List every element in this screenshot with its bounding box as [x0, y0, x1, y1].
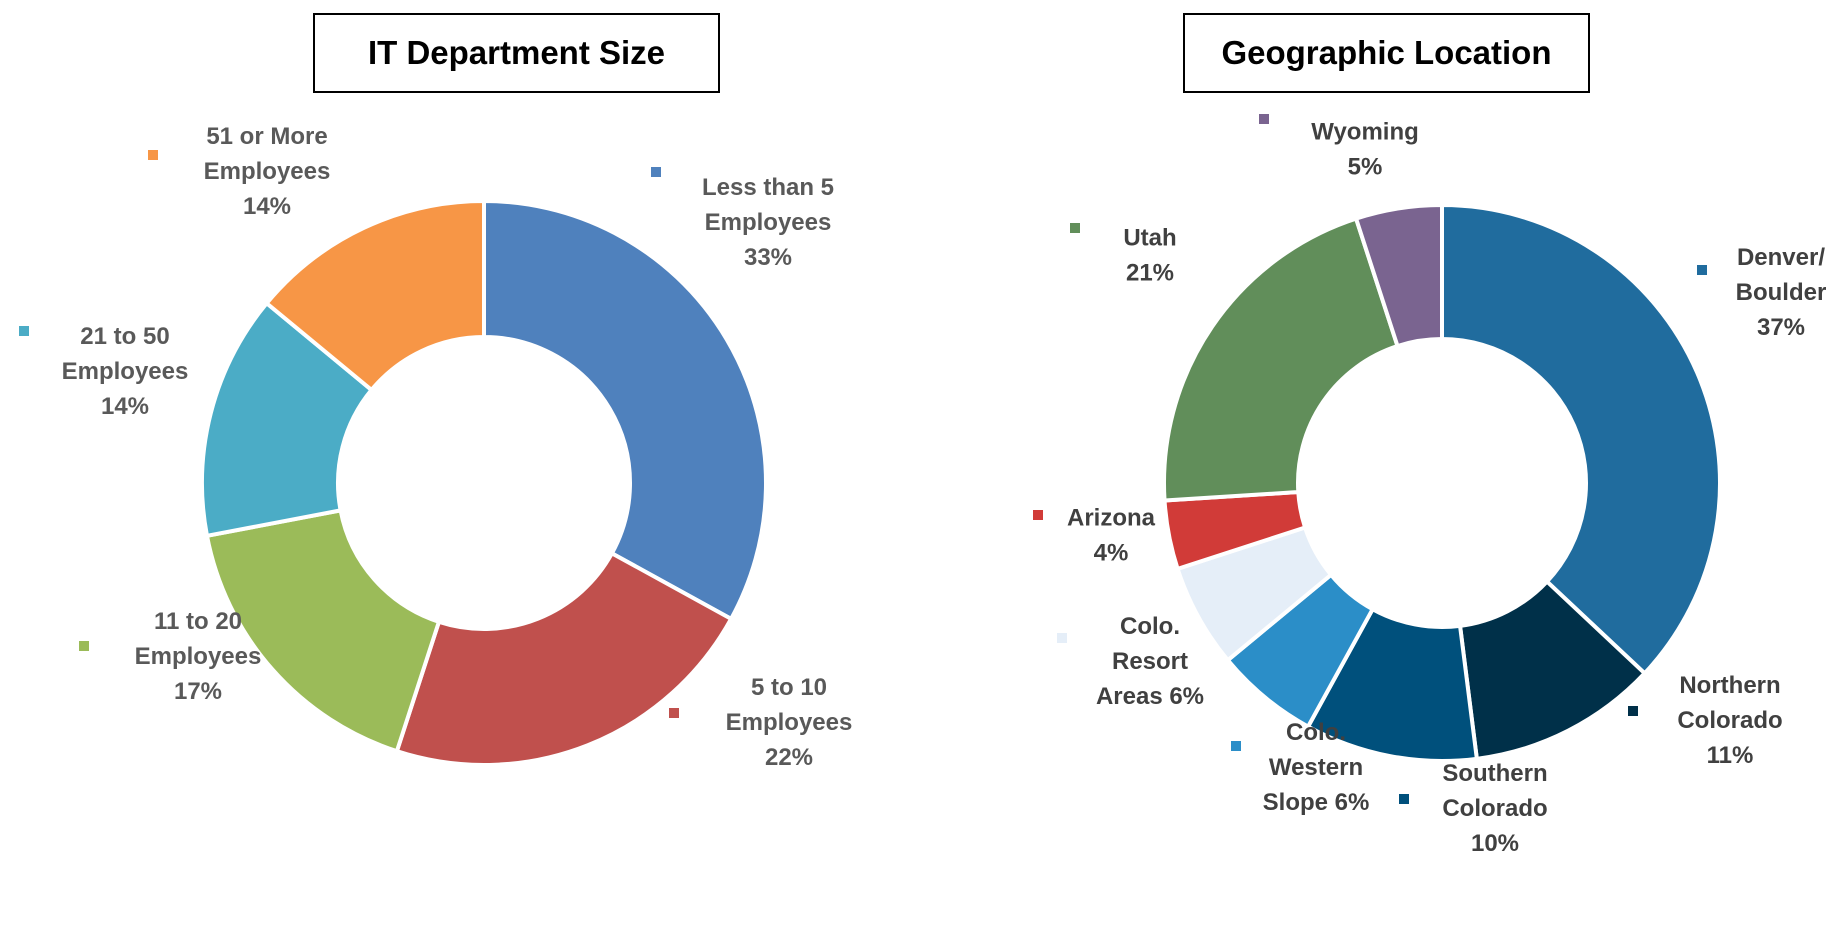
- legend-marker-right-southern-colorado: [1399, 794, 1409, 804]
- data-label-left-5-to-10-employees: 5 to 10 Employees 22%: [726, 674, 853, 771]
- legend-marker-right-northern-colorado: [1628, 706, 1638, 716]
- slice-left-11-to-20-employees: [204, 508, 442, 754]
- legend-marker-left-11-to-20-employees: [79, 641, 89, 651]
- slice-right-denver-boulder: [1440, 202, 1722, 677]
- slice-right-wyoming: [1353, 202, 1444, 349]
- data-label-left-51-or-more-employees: 51 or More Employees 14%: [204, 123, 331, 220]
- slice-left-51-or-more-employees: [263, 198, 486, 393]
- legend-marker-right-wyoming: [1259, 114, 1269, 124]
- slice-left-5-to-10-employees: [394, 550, 734, 767]
- data-label-right-colo-resort-areas: Colo. Resort Areas 6%: [1096, 613, 1204, 710]
- legend-marker-right-denver-boulder: [1697, 265, 1707, 275]
- slice-left-less-than-5-employees: [482, 198, 768, 622]
- data-label-right-arizona: Arizona 4%: [1067, 505, 1156, 567]
- data-label-right-southern-colorado: Southern Colorado 10%: [1442, 760, 1547, 857]
- data-label-right-utah: Utah 21%: [1123, 225, 1176, 287]
- legend-marker-left-5-to-10-employees: [669, 708, 679, 718]
- chart-title-it-department-size: IT Department Size: [313, 13, 720, 93]
- legend-marker-right-arizona: [1033, 510, 1043, 520]
- data-label-left-less-than-5-employees: Less than 5 Employees 33%: [702, 174, 834, 271]
- legend-marker-right-colo-western-slope: [1231, 741, 1241, 751]
- chart-title-geographic-location: Geographic Location: [1183, 13, 1590, 93]
- legend-marker-right-utah: [1070, 223, 1080, 233]
- data-label-right-denver-boulder: Denver/Boulder 37%: [1736, 244, 1827, 341]
- data-label-left-21-to-50-employees: 21 to 50 Employees 14%: [62, 323, 189, 420]
- legend-marker-left-less-than-5-employees: [651, 167, 661, 177]
- legend-marker-right-colo-resort-areas: [1057, 633, 1067, 643]
- legend-marker-left-21-to-50-employees: [19, 326, 29, 336]
- data-label-left-11-to-20-employees: 11 to 20 Employees 17%: [135, 608, 262, 705]
- data-label-right-wyoming: Wyoming 5%: [1311, 119, 1419, 181]
- data-label-right-colo-western-slope: Colo. Western Slope 6%: [1263, 719, 1370, 816]
- slice-left-21-to-50-employees: [200, 300, 375, 539]
- legend-marker-left-51-or-more-employees: [148, 150, 158, 160]
- slice-right-utah: [1162, 216, 1401, 503]
- data-label-right-northern-colorado: Northern Colorado 11%: [1677, 672, 1782, 769]
